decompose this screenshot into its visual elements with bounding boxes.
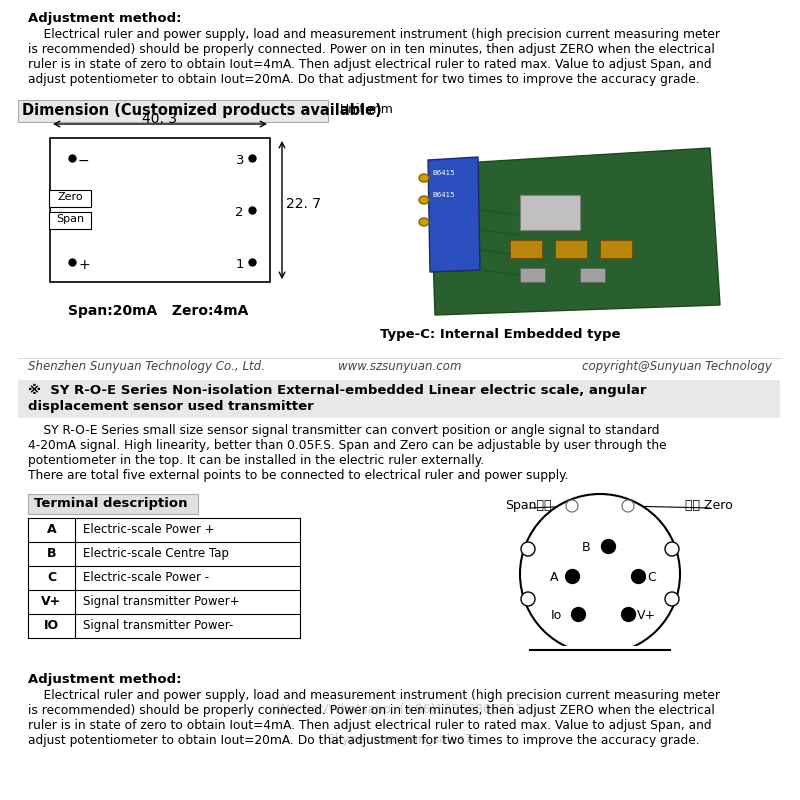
Text: B: B [46, 547, 56, 560]
Bar [520, 195, 580, 230]
Bar [49, 190, 91, 207]
Text: Span: Span [56, 214, 84, 224]
Text: Signal transmitter Power-: Signal transmitter Power- [83, 619, 234, 632]
Text: V+: V+ [637, 609, 655, 622]
Text: 3: 3 [235, 154, 244, 167]
Circle shape [665, 592, 679, 606]
Bar [510, 240, 542, 258]
Text: copyright@Sunyuan Technology: copyright@Sunyuan Technology [582, 360, 772, 373]
Text: 22. 7: 22. 7 [286, 197, 321, 211]
Ellipse shape [419, 174, 429, 182]
Text: Terminal description: Terminal description [34, 497, 187, 510]
Text: −: − [78, 154, 90, 168]
Bar [28, 494, 198, 514]
Text: adjust potentiometer to obtain Iout=20mA. Do that adjustment for two times to im: adjust potentiometer to obtain Iout=20mA… [28, 73, 700, 86]
Text: ruler is in state of zero to obtain Iout=4mA. Then adjust electrical ruler to ra: ruler is in state of zero to obtain Iout… [28, 719, 712, 732]
Text: Span:20mA   Zero:4mA: Span:20mA Zero:4mA [68, 304, 248, 318]
Text: Skype: sunyuan_sales7: Skype: sunyuan_sales7 [327, 733, 473, 746]
Bar [530, 646, 670, 666]
Text: V+: V+ [42, 595, 62, 608]
Text: Wechat/Whatsapp: (+86)13556800351: Wechat/Whatsapp: (+86)13556800351 [277, 703, 523, 716]
Text: SY R-O-E Series small size sensor signal transmitter can convert position or ang: SY R-O-E Series small size sensor signal… [28, 424, 659, 437]
Text: www.szsunyuan.com: www.szsunyuan.com [338, 360, 462, 373]
Text: 1: 1 [235, 258, 244, 271]
Text: IO: IO [44, 619, 59, 632]
Text: Electrical ruler and power supply, load and measurement instrument (high precisi: Electrical ruler and power supply, load … [28, 689, 720, 702]
Polygon shape [430, 148, 720, 315]
Text: is recommended) should be properly connected. Power on in ten minutes, then adju: is recommended) should be properly conne… [28, 43, 714, 56]
Text: Unit:mm: Unit:mm [340, 103, 394, 116]
Text: Electric-scale Centre Tap: Electric-scale Centre Tap [83, 547, 229, 560]
Bar [18, 380, 780, 418]
Text: 4-20mA signal. High linearity, better than 0.05F.S. Span and Zero can be adjusta: 4-20mA signal. High linearity, better th… [28, 439, 666, 452]
Text: Signal transmitter Power+: Signal transmitter Power+ [83, 595, 240, 608]
Text: displacement sensor used transmitter: displacement sensor used transmitter [28, 400, 314, 413]
Text: A: A [550, 571, 558, 584]
Text: Shenzhen Sunyuan Technology Co., Ltd.: Shenzhen Sunyuan Technology Co., Ltd. [28, 360, 265, 373]
Polygon shape [428, 157, 480, 272]
Circle shape [665, 542, 679, 556]
Bar [580, 268, 605, 282]
Text: Electric-scale Power -: Electric-scale Power - [83, 571, 209, 584]
Text: A: A [46, 523, 56, 536]
Text: C: C [47, 571, 56, 584]
Text: There are total five external points to be connected to electrical ruler and pow: There are total five external points to … [28, 469, 569, 482]
Circle shape [566, 500, 578, 512]
Text: ※  SY R-O-E Series Non-isolation External-embedded Linear electric scale, angula: ※ SY R-O-E Series Non-isolation External… [28, 384, 646, 397]
Text: Electrical ruler and power supply, load and measurement instrument (high precisi: Electrical ruler and power supply, load … [28, 28, 720, 41]
Text: ruler is in state of zero to obtain Iout=4mA. Then adjust electrical ruler to ra: ruler is in state of zero to obtain Iout… [28, 58, 712, 71]
Text: Electric-scale Power +: Electric-scale Power + [83, 523, 214, 536]
Bar [18, 100, 328, 122]
Bar [50, 138, 270, 282]
Ellipse shape [419, 196, 429, 204]
Bar [600, 240, 632, 258]
Ellipse shape [419, 218, 429, 226]
Text: Adjustment method:: Adjustment method: [28, 673, 182, 686]
Text: Adjustment method:: Adjustment method: [28, 12, 182, 25]
Text: is recommended) should be properly connected. Power on in ten minutes, then adju: is recommended) should be properly conne… [28, 704, 714, 717]
Text: +: + [78, 258, 90, 272]
Text: Zero: Zero [57, 192, 83, 202]
Text: B6415: B6415 [432, 192, 454, 198]
Bar [520, 268, 545, 282]
Bar [49, 212, 91, 229]
Text: Dimension (Customized products available): Dimension (Customized products available… [22, 103, 382, 118]
Circle shape [521, 542, 535, 556]
Circle shape [520, 494, 680, 654]
Text: B6415: B6415 [432, 170, 454, 176]
Text: Io: Io [550, 609, 562, 622]
Text: C: C [648, 571, 656, 584]
Text: 2: 2 [235, 206, 244, 219]
Text: 40. 3: 40. 3 [142, 112, 178, 126]
Bar [555, 240, 587, 258]
Circle shape [622, 500, 634, 512]
Text: potentiometer in the top. It can be installed in the electric ruler externally.: potentiometer in the top. It can be inst… [28, 454, 484, 467]
Text: adjust potentiometer to obtain Iout=20mA. Do that adjustment for two times to im: adjust potentiometer to obtain Iout=20mA… [28, 734, 700, 747]
Circle shape [521, 592, 535, 606]
Text: B: B [582, 541, 590, 554]
Text: Type-C: Internal Embedded type: Type-C: Internal Embedded type [380, 328, 620, 341]
Text: 零点 Zero: 零点 Zero [685, 499, 733, 512]
Text: Span幅値: Span幅値 [505, 499, 551, 512]
